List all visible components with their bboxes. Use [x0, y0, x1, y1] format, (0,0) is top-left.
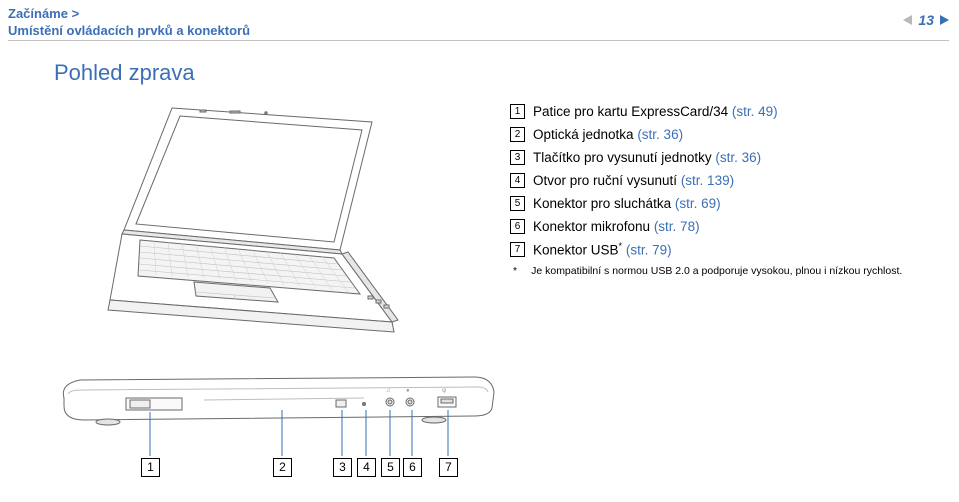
- page-number: 13: [918, 12, 934, 28]
- list-item: 3 Tlačítko pro vysunutí jednotky (str. 36…: [510, 148, 929, 169]
- list-item: 2 Optická jednotka (str. 36): [510, 125, 929, 146]
- svg-text:●: ●: [406, 388, 410, 394]
- prev-page-icon[interactable]: [903, 15, 912, 25]
- page-ref-link[interactable]: (str. 36): [715, 150, 761, 165]
- section-title: Pohled zprava: [54, 60, 195, 86]
- list-text: Konektor pro sluchátka (str. 69): [533, 194, 721, 215]
- list-text: Patice pro kartu ExpressCard/34 (str. 49…: [533, 102, 778, 123]
- callout-number: 7: [439, 458, 458, 477]
- list-number-box: 1: [510, 104, 525, 119]
- list-number-box: 2: [510, 127, 525, 142]
- callout-number: 3: [333, 458, 352, 477]
- next-page-icon[interactable]: [940, 15, 949, 25]
- parts-list: 1 Patice pro kartu ExpressCard/34 (str. 4…: [510, 102, 929, 277]
- page-ref-link[interactable]: (str. 36): [637, 127, 683, 142]
- list-item: 4 Otvor pro ruční vysunutí (str. 139): [510, 171, 929, 192]
- callout-number: 5: [381, 458, 400, 477]
- page-ref-link[interactable]: (str. 78): [654, 219, 700, 234]
- footnote: *Je kompatibilní s normou USB 2.0 a podp…: [513, 265, 929, 277]
- svg-text:ψ: ψ: [442, 388, 446, 394]
- callout-number: 2: [273, 458, 292, 477]
- breadcrumb-top: Začínáme >: [8, 6, 959, 21]
- page-ref-link[interactable]: (str. 79): [626, 242, 672, 257]
- list-number-box: 3: [510, 150, 525, 165]
- list-item: 5 Konektor pro sluchátka (str. 69): [510, 194, 929, 215]
- list-number-box: 7: [510, 242, 525, 257]
- list-item: 7 Konektor USB* (str. 79): [510, 240, 929, 261]
- callout-number: 6: [403, 458, 422, 477]
- laptop-illustration: [82, 100, 412, 350]
- header: Začínáme > Umístění ovládacích prvků a k…: [0, 0, 959, 38]
- page-ref-link[interactable]: (str. 69): [675, 196, 721, 211]
- breadcrumb-sub: Umístění ovládacích prvků a konektorů: [8, 23, 959, 38]
- list-number-box: 5: [510, 196, 525, 211]
- list-text: Tlačítko pro vysunutí jednotky (str. 36): [533, 148, 761, 169]
- list-item: 1 Patice pro kartu ExpressCard/34 (str. 4…: [510, 102, 929, 123]
- page-ref-link[interactable]: (str. 49): [732, 104, 778, 119]
- callout-number: 4: [357, 458, 376, 477]
- list-number-box: 4: [510, 173, 525, 188]
- list-text: Konektor USB* (str. 79): [533, 240, 672, 261]
- callout-number: 1: [141, 458, 160, 477]
- page-number-area: 13: [903, 12, 949, 28]
- list-number-box: 6: [510, 219, 525, 234]
- list-text: Konektor mikrofonu (str. 78): [533, 217, 700, 238]
- list-text: Optická jednotka (str. 36): [533, 125, 683, 146]
- list-item: 6 Konektor mikrofonu (str. 78): [510, 217, 929, 238]
- header-divider: [8, 40, 949, 41]
- list-text: Otvor pro ruční vysunutí (str. 139): [533, 171, 734, 192]
- svg-text:♫: ♫: [386, 388, 391, 394]
- page-ref-link[interactable]: (str. 139): [681, 173, 734, 188]
